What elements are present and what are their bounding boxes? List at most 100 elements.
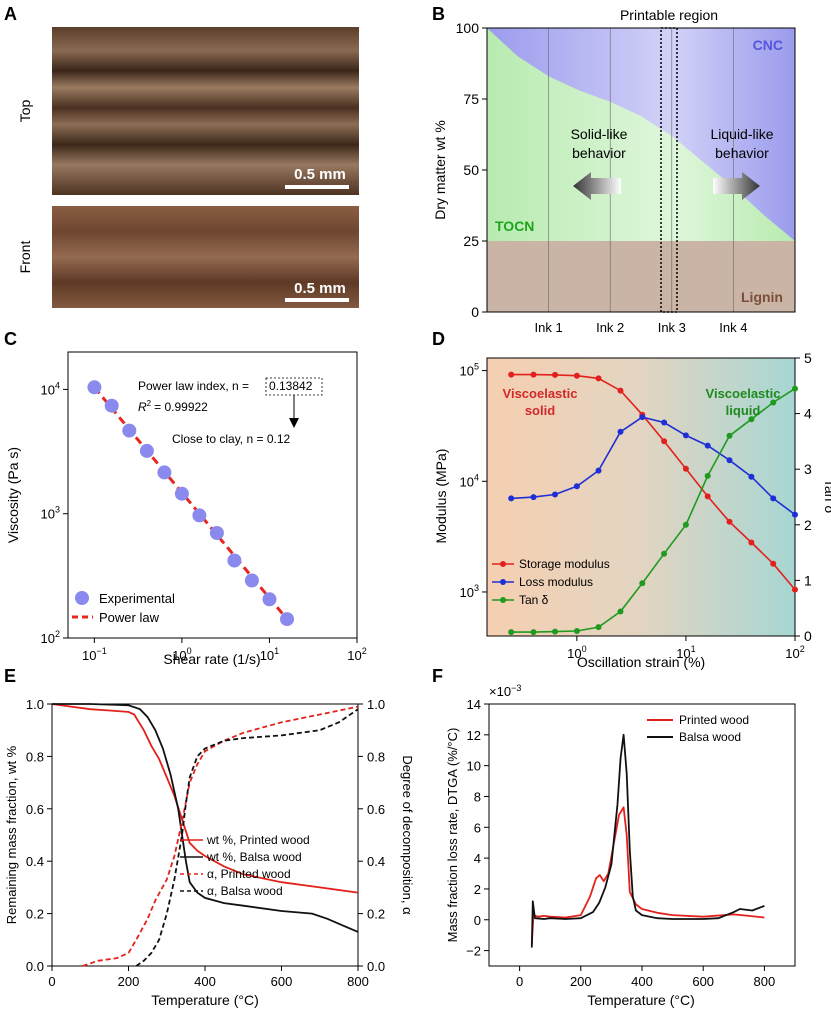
x-tick-label: 0: [516, 974, 523, 989]
axis-ticks: 100 101 102 103 104 105 0 1 2 3 4 5: [460, 350, 812, 661]
y-tick-label: 0: [471, 304, 479, 320]
y2-tick-label: 0: [804, 628, 812, 644]
panel-c: C 10−1 100 101 102 102 103 104 Shear rate (1/s…: [4, 329, 367, 667]
y-tick-label: 12: [467, 728, 481, 743]
data-point: [192, 508, 207, 523]
series-1-point: [792, 511, 798, 518]
top-scalebar: [285, 185, 349, 189]
x-tick-label: 102: [785, 644, 804, 661]
x-tick-labels: Ink 1 Ink 2 Ink 3 Ink 4: [535, 320, 748, 335]
series-line-2: [82, 705, 359, 967]
y2-tick-label: 4: [804, 406, 812, 422]
x-tick-label: Ink 3: [658, 320, 686, 335]
series-0-point: [552, 371, 558, 378]
x-axis-label: Shear rate (1/s): [163, 651, 260, 667]
axis-ticks: 10−1 100 101 102 102 103 104: [41, 380, 367, 663]
legend: wt %, Printed wood wt %, Balsa wood α, P…: [180, 833, 310, 898]
y2-tick-label: 0.0: [367, 959, 385, 974]
series-0-point: [617, 387, 624, 394]
x-tick-label: 400: [631, 974, 653, 989]
series-2-point: [682, 521, 689, 528]
legend: Printed wood Balsa wood: [647, 713, 749, 744]
series-2-point: [573, 628, 580, 634]
data-point: [174, 486, 189, 501]
series-line-2: [511, 387, 796, 633]
x-tick-label: 101: [676, 644, 695, 661]
chart-title: Printable region: [620, 7, 718, 23]
series-1-point: [573, 483, 580, 490]
series-1-point: [595, 467, 602, 474]
data-point: [280, 612, 294, 627]
series-0-point: [726, 518, 733, 525]
series-1-point: [726, 457, 733, 464]
series-2-point: [617, 608, 624, 615]
region-label-cnc: CNC: [753, 37, 783, 53]
series-line-1: [52, 703, 359, 933]
series-2-point: [704, 472, 711, 479]
series-2-point: [595, 624, 602, 631]
plot-frame: [67, 351, 358, 639]
region-label-lignin: Lignin: [741, 289, 783, 305]
down-arrow-icon: [289, 418, 299, 428]
front-view-micrograph: [52, 206, 359, 308]
x-tick-label: 600: [692, 974, 714, 989]
x-tick-label: 100: [172, 646, 191, 663]
x-axis-label: Temperature (°C): [151, 992, 259, 1008]
series-line-3: [135, 708, 359, 967]
x-axis-label: Temperature (°C): [587, 992, 695, 1008]
x-axis-label: Oscillation strain (%): [577, 654, 705, 670]
legend-printed-label: Printed wood: [679, 713, 749, 727]
y-tick-label: 75: [463, 91, 479, 107]
liquid-like-label-line2: behavior: [715, 145, 769, 161]
series-2-point: [530, 629, 537, 636]
viscoelastic-liquid-line1: Viscoelastic: [706, 386, 781, 401]
series-0-point: [704, 493, 711, 500]
svg-text:C: C: [4, 329, 17, 349]
x-tick-label: 800: [754, 974, 776, 989]
data-point: [139, 443, 154, 458]
panel-f: F 0 200 400 600 800 −2 0 2 4 6 8 10 12 14 ×10−3 Print…: [432, 666, 796, 1008]
y-axis-label: Modulus (MPa): [433, 449, 449, 544]
liquid-like-label-line1: Liquid-like: [710, 126, 773, 142]
power-law-fit-line: [93, 386, 289, 621]
y-tick-label: 0.6: [26, 802, 44, 817]
svg-text:F: F: [432, 666, 443, 686]
top-view-label: Top: [17, 100, 33, 123]
legend-tan-label: Tan δ: [519, 593, 549, 607]
panel-a: A Top Front 0.5 mm 0.5 mm: [4, 4, 359, 308]
x-tick-label: 102: [347, 646, 366, 663]
y-tick-label: 100: [456, 20, 480, 36]
y-tick-label: 1.0: [26, 697, 44, 712]
legend-alpha-printed: α, Printed wood: [207, 867, 291, 881]
data-point: [227, 553, 242, 568]
series-1-point: [704, 442, 711, 449]
y2-tick-label: 0.2: [367, 907, 385, 922]
legend: Storage modulus Loss modulus Tan δ: [492, 557, 610, 607]
y-tick-label: 8: [474, 789, 481, 804]
series-1-point: [552, 491, 558, 498]
series-1-point: [639, 414, 646, 421]
plot-frame: [51, 703, 359, 967]
axis-ticks: 0 200 400 600 800 −2 0 2 4 6 8 10 12 14: [466, 697, 775, 989]
legend-alpha-balsa: α, Balsa wood: [207, 884, 283, 898]
data-point: [209, 526, 224, 540]
series-1-point: [770, 495, 777, 502]
series-1-point: [748, 473, 755, 480]
x-tick-label: 400: [194, 974, 216, 989]
x-tick-label: 200: [118, 974, 140, 989]
svg-text:E: E: [4, 666, 16, 686]
series-0-point: [748, 539, 755, 546]
series-0-point: [595, 375, 602, 382]
series-line-0: [511, 373, 796, 591]
svg-text:D: D: [432, 329, 445, 349]
y-tick-label: 104: [460, 472, 479, 489]
y-tick-label: 0.8: [26, 749, 44, 764]
series-lines: [508, 371, 798, 636]
x-tick-label: Ink 1: [535, 320, 563, 335]
data-point: [244, 573, 259, 588]
solid-like-label-line1: Solid-like: [571, 126, 628, 142]
legend-balsa-label: Balsa wood: [679, 730, 741, 744]
